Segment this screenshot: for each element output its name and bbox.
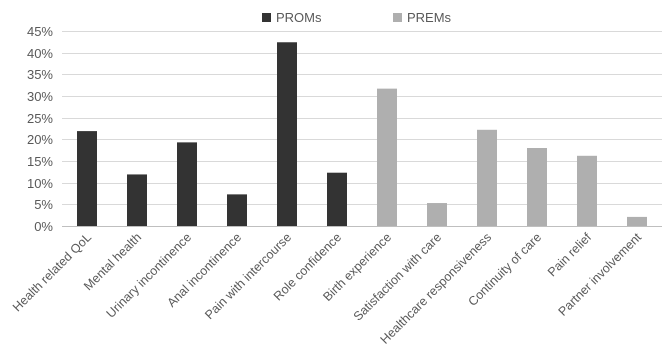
bars [77,42,647,227]
bar-proms-1 [127,174,147,226]
bar-prems-11 [627,216,647,226]
y-tick-label: 10% [27,176,53,191]
y-tick-label: 30% [27,89,53,104]
gridlines [62,31,662,227]
x-tick-label: Partner involvement [556,230,645,319]
y-axis-tick-labels: 0% 5% 10% 15% 20% 25% 30% 35% 40% 45% [27,24,53,234]
bar-prems-7 [427,203,447,226]
bar-prems-10 [577,155,597,226]
bar-prems-6 [377,88,397,226]
x-tick-label: Pain relief [545,230,595,280]
bar-proms-5 [327,172,347,226]
y-tick-label: 15% [27,154,53,169]
bar-proms-0 [77,131,97,226]
x-tick-label: Satisfaction with care [351,230,444,323]
legend-swatch-proms [262,13,271,22]
legend: PROMs PREMs [262,10,452,25]
legend-label-proms: PROMs [276,10,322,25]
x-tick-label: Urinary incontinence [104,230,195,321]
y-tick-label: 0% [34,219,53,234]
y-tick-label: 40% [27,46,53,61]
bar-prems-8 [477,129,497,226]
y-tick-label: 35% [27,67,53,82]
y-tick-label: 45% [27,24,53,39]
x-tick-label: Pain with intercourse [202,230,294,322]
x-tick-label: Health related QoL [10,230,94,314]
legend-label-prems: PREMs [407,10,452,25]
bar-proms-4 [277,42,297,227]
y-tick-label: 20% [27,132,53,147]
y-tick-label: 25% [27,111,53,126]
bar-prems-9 [527,148,547,226]
legend-swatch-prems [393,13,402,22]
bar-proms-3 [227,194,247,226]
y-tick-label: 5% [34,197,53,212]
bar-proms-2 [177,142,197,226]
